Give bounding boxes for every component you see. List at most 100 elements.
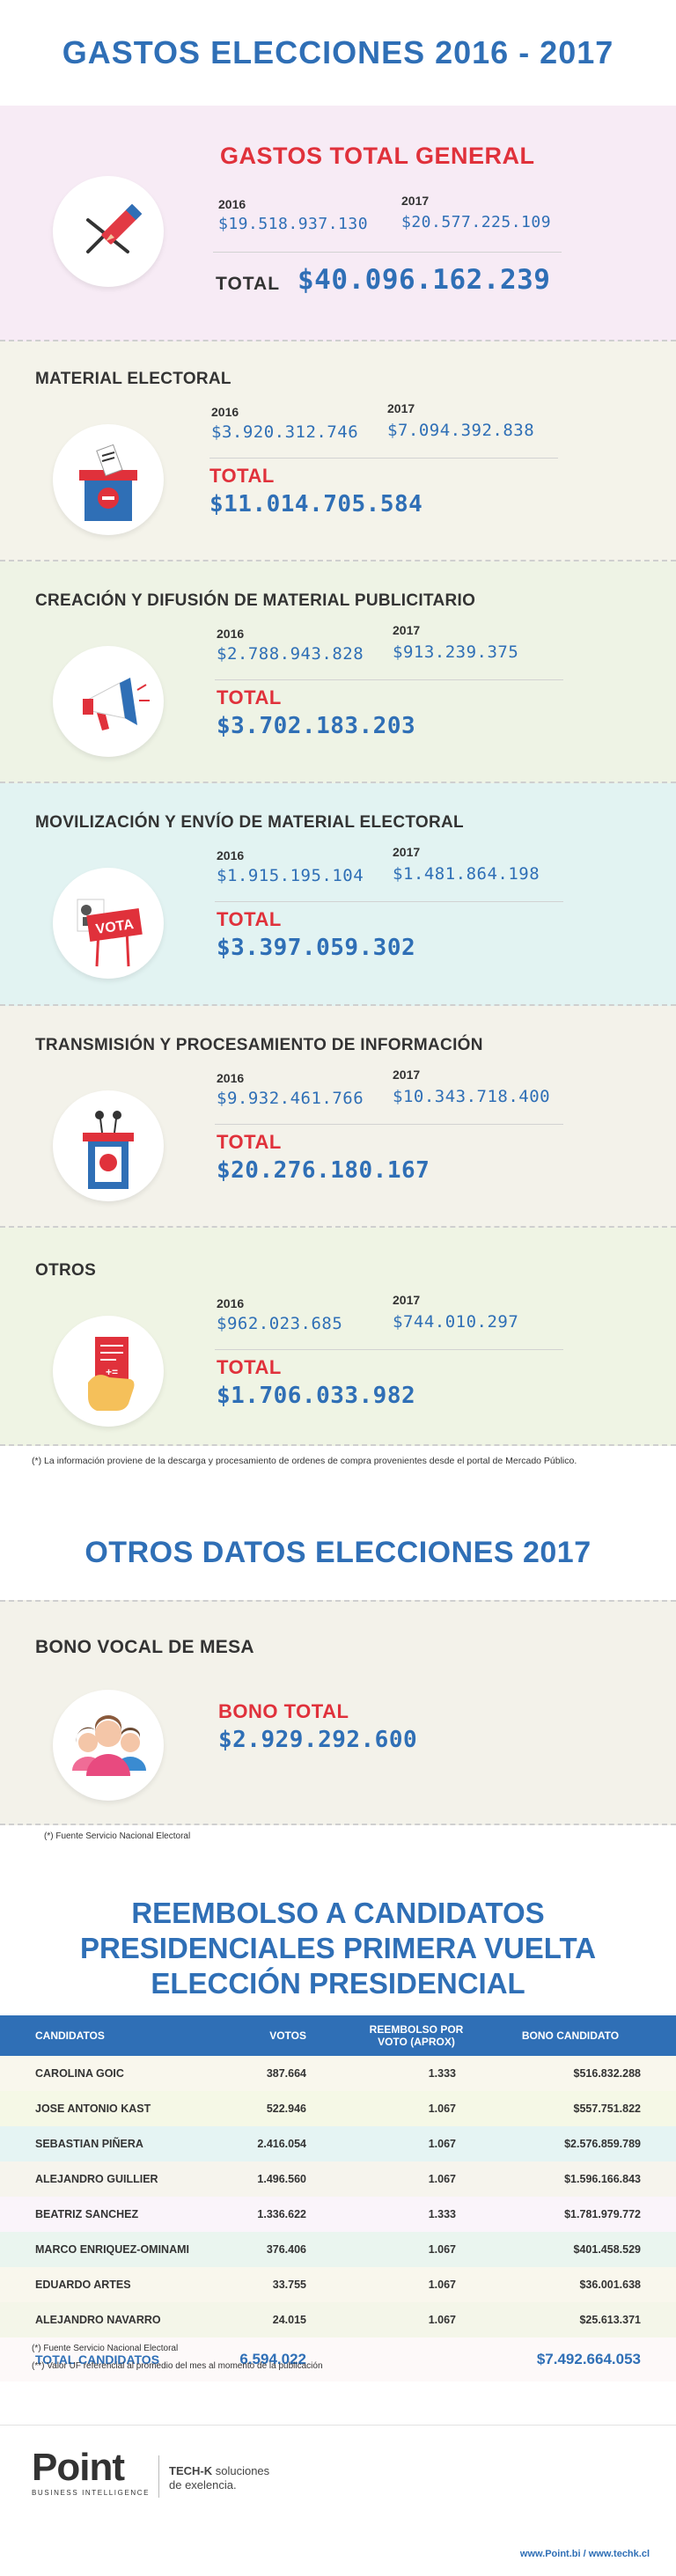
table-row: ALEJANDRO NAVARRO 24.015 1.067 $25.613.371 — [0, 2302, 676, 2337]
cell-candidato: EDUARDO ARTES — [35, 2279, 131, 2291]
cell-reembolso: 1.067 — [428, 2173, 456, 2185]
page-title: GASTOS ELECCIONES 2016 - 2017 — [62, 34, 614, 70]
header-bono: BONO CANDIDATO — [491, 2015, 676, 2056]
section-year-2017: 2017 — [393, 1293, 421, 1307]
section-divider — [215, 1349, 563, 1350]
ballot-box-icon — [79, 444, 137, 521]
section-value-2016: $3.920.312.746 — [211, 422, 359, 442]
cell-votos: 1.336.622 — [257, 2208, 306, 2220]
table-total-row: TOTAL CANDIDATOS 6.594.022 $7.492.664.053 — [0, 2337, 676, 2382]
section-year-2017: 2017 — [393, 623, 421, 637]
footer-vertical-divider — [158, 2455, 159, 2498]
megaphone-icon — [83, 678, 150, 730]
cell-votos: 24.015 — [272, 2314, 306, 2326]
general-value-2017: $20.577.225.109 — [401, 213, 552, 231]
section-divider — [215, 1124, 563, 1125]
cell-candidato: CAROLINA GOIC — [35, 2067, 124, 2080]
point-logo-text: Point — [32, 2446, 125, 2489]
pen-x-icon — [86, 203, 143, 253]
section-label: MOVILIZACIÓN Y ENVÍO DE MATERIAL ELECTOR… — [35, 813, 464, 832]
bono-section: BONO VOCAL DE MESA BONO TOTAL $2.929.292… — [0, 1600, 676, 1825]
section-year-2016: 2016 — [217, 848, 245, 862]
section-3: TRANSMISIÓN Y PROCESAMIENTO DE INFORMACI… — [0, 1006, 676, 1228]
general-value-2016: $19.518.937.130 — [218, 215, 369, 233]
table-row: BEATRIZ SANCHEZ 1.336.622 1.333 $1.781.979.… — [0, 2197, 676, 2232]
cell-reembolso: 1.067 — [428, 2138, 456, 2150]
section-2: MOVILIZACIÓN Y ENVÍO DE MATERIAL ELECTOR… — [0, 783, 676, 1006]
general-total-value: $40.096.162.239 — [298, 264, 551, 296]
pen-cross-icon-circle — [53, 176, 164, 287]
table-row: SEBASTIAN PIÑERA 2.416.054 1.067 $2.576.859… — [0, 2126, 676, 2161]
section-year-2017: 2017 — [393, 845, 421, 859]
section-icon-circle — [53, 1090, 164, 1201]
table-row: ALEJANDRO GUILLIER 1.496.560 1.067 $1.596.1… — [0, 2161, 676, 2197]
general-section: GASTOS TOTAL GENERAL 2016 $19.518.937.13… — [0, 106, 676, 341]
table-header: CANDIDATOS VOTOS REEMBOLSO POR VOTO (APR… — [0, 2015, 676, 2056]
section-year-2016: 2016 — [211, 405, 239, 419]
section-divider — [215, 679, 563, 680]
section-total-label: TOTAL — [209, 465, 275, 487]
section-label: OTROS — [35, 1261, 97, 1280]
note-servel-2: (*) Fuente Servicio Nacional Electoral — [32, 2344, 179, 2353]
techk-text: TECH-K soluciones de exelencia. — [169, 2464, 269, 2492]
footer-divider — [0, 2425, 676, 2426]
cell-candidato: JOSE ANTONIO KAST — [35, 2103, 151, 2115]
people-icon — [72, 1715, 146, 1776]
footer-links[interactable]: www.Point.bi / www.techk.cl — [519, 2549, 650, 2559]
header-candidatos: CANDIDATOS — [0, 2015, 231, 2056]
table-row: JOSE ANTONIO KAST 522.946 1.067 $557.751.82… — [0, 2091, 676, 2126]
section-total-label: TOTAL — [217, 686, 282, 708]
cell-reembolso: 1.067 — [428, 2243, 456, 2256]
section-label: CREACIÓN Y DIFUSIÓN DE MATERIAL PUBLICIT… — [35, 591, 476, 610]
section-value-2016: $2.788.943.828 — [217, 644, 364, 664]
cell-votos: 387.664 — [266, 2067, 306, 2080]
bono-label: BONO VOCAL DE MESA — [35, 1637, 254, 1657]
section-total-label: TOTAL — [217, 1131, 282, 1153]
cell-bono: $1.596.166.843 — [564, 2173, 641, 2185]
section-1: CREACIÓN Y DIFUSIÓN DE MATERIAL PUBLICIT… — [0, 561, 676, 783]
cell-reembolso: 1.067 — [428, 2314, 456, 2326]
techk-brand: TECH-K — [169, 2464, 213, 2477]
note-mercado-publico: (*) La información proviene de la descar… — [32, 1456, 577, 1466]
cell-reembolso: 1.067 — [428, 2279, 456, 2291]
cell-candidato: MARCO ENRIQUEZ-OMINAMI — [35, 2243, 189, 2256]
receipt-hand-icon: += — [88, 1337, 135, 1411]
reembolso-table: CANDIDATOS VOTOS REEMBOLSO POR VOTO (APR… — [0, 2015, 676, 2382]
point-logo: Point BUSINESS INTELLIGENCE — [32, 2446, 150, 2498]
cell-votos: 33.755 — [272, 2279, 306, 2291]
note-servel-1: (*) Fuente Servicio Nacional Electoral — [44, 1831, 191, 1841]
section-total-value: $11.014.705.584 — [209, 491, 423, 517]
cell-votos: 2.416.054 — [257, 2138, 306, 2150]
total-reembolso — [342, 2337, 491, 2382]
section-year-2016: 2016 — [217, 1071, 245, 1085]
cell-reembolso: 1.067 — [428, 2103, 456, 2115]
total-bono: $7.492.664.053 — [536, 2351, 641, 2367]
section-total-value: $20.276.180.167 — [217, 1157, 430, 1184]
section-year-2017: 2017 — [387, 401, 415, 415]
section-total-label: TOTAL — [217, 908, 282, 930]
section-total-value: $3.702.183.203 — [217, 713, 416, 739]
section-total-value: $1.706.033.982 — [217, 1383, 416, 1409]
cell-bono: $516.832.288 — [573, 2067, 641, 2080]
section-total-value: $3.397.059.302 — [217, 935, 416, 961]
section-year-2017: 2017 — [393, 1068, 421, 1082]
section-value-2017: $7.094.392.838 — [387, 421, 535, 440]
section-year-2016: 2016 — [217, 627, 245, 641]
cell-votos: 1.496.560 — [257, 2173, 306, 2185]
table-row: CAROLINA GOIC 387.664 1.333 $516.832.288 — [0, 2056, 676, 2091]
section-value-2017: $913.239.375 — [393, 642, 519, 662]
section-icon-circle — [53, 646, 164, 757]
section-label: MATERIAL ELECTORAL — [35, 370, 231, 388]
section-icon-circle: VOTA — [53, 868, 164, 979]
divider — [213, 252, 562, 253]
cell-votos: 376.406 — [266, 2243, 306, 2256]
header-votos: VOTOS — [231, 2015, 342, 2056]
general-year-2017: 2017 — [401, 194, 430, 208]
bono-total-label: BONO TOTAL — [218, 1700, 349, 1722]
section-4: OTROS += 2016 $962.023.685 2017 $744.010.297 T… — [0, 1228, 676, 1446]
total-label: TOTAL CANDIDATOS — [35, 2352, 160, 2367]
cell-bono: $401.458.529 — [573, 2243, 641, 2256]
header-reembolso: REEMBOLSO POR VOTO (APROX) — [342, 2015, 491, 2056]
section-label: TRANSMISIÓN Y PROCESAMIENTO DE INFORMACI… — [35, 1036, 483, 1054]
